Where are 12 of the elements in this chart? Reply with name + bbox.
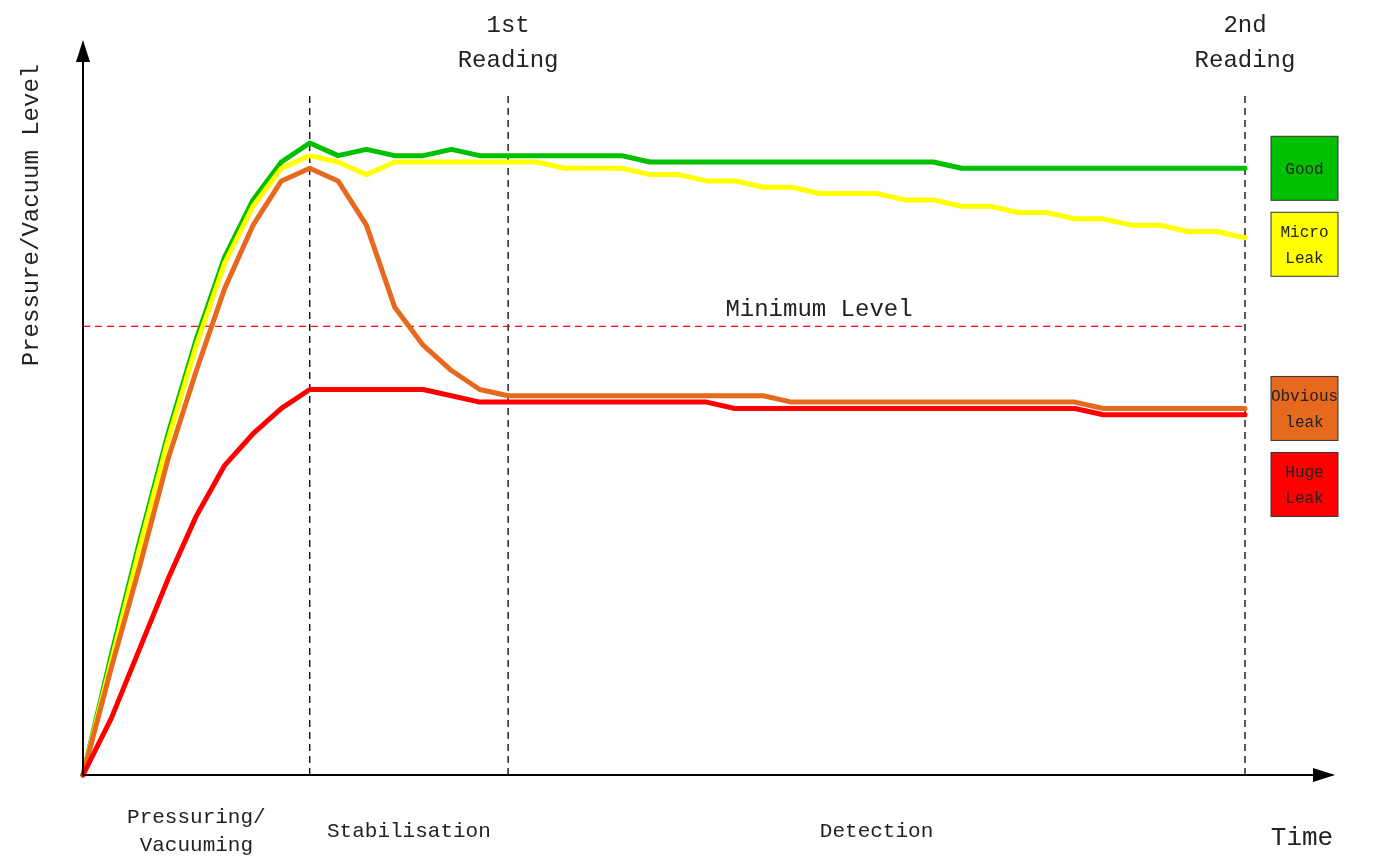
- text: Detection: [819, 820, 934, 844]
- ref-line-label: Minimum Level: [725, 296, 913, 324]
- y-axis-title: Pressure/Vacuum Level: [18, 63, 45, 367]
- text: Good: [1285, 160, 1324, 179]
- text: Stabilisation: [327, 820, 491, 844]
- text: 1st Reading: [457, 12, 559, 74]
- text: Huge Leak: [1285, 464, 1324, 509]
- x-axis-title: Time: [1270, 823, 1334, 853]
- text: Micro Leak: [1280, 223, 1329, 268]
- series-label: Obvious leak: [1270, 388, 1339, 433]
- text: Pressuring/Vacuuming: [127, 806, 266, 857]
- text: 2nd Reading: [1194, 12, 1296, 74]
